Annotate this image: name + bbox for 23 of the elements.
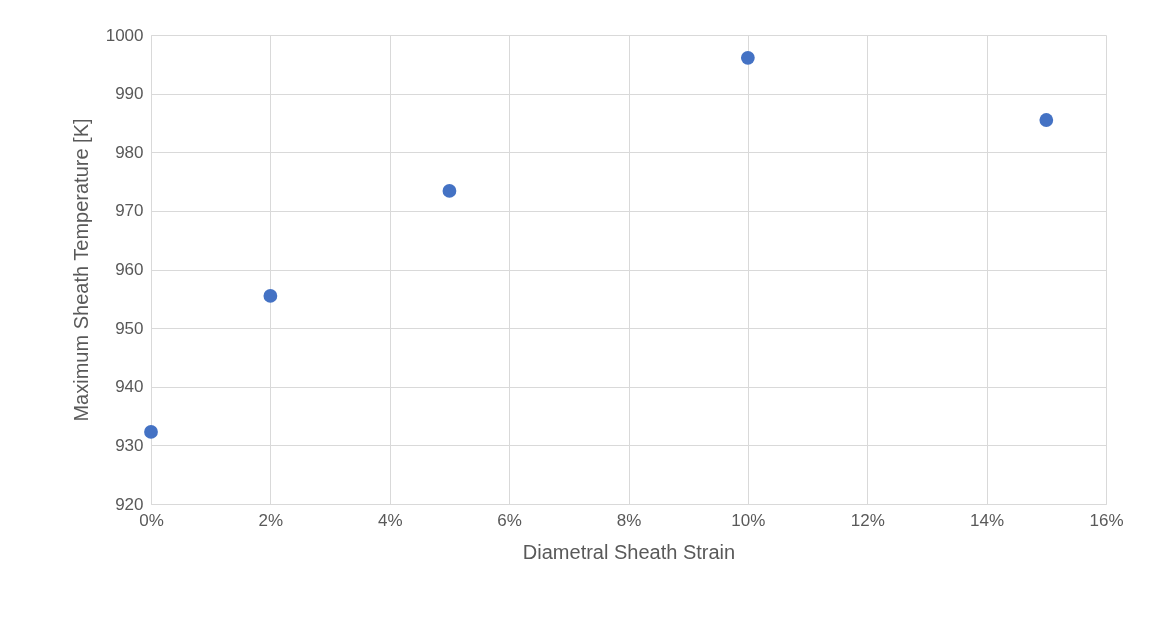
point [1039, 113, 1054, 127]
y-tick-label: 990 [115, 84, 144, 104]
x-tick-label: 14% [970, 510, 1005, 530]
y-tick-label: 980 [115, 142, 144, 162]
x-tick-label: 8% [616, 510, 642, 530]
x-tick-label: 16% [1089, 510, 1124, 530]
point [144, 425, 158, 439]
y-tick-label: 1000 [105, 25, 144, 45]
point [442, 184, 457, 198]
y-axis-title: Maximum Sheath Temperature [K] [69, 118, 92, 422]
x-tick-label: 10% [731, 510, 766, 530]
point [263, 289, 278, 303]
x-tick-label: 4% [377, 510, 403, 530]
x-tick-label: 12% [850, 510, 885, 530]
y-tick-label: 930 [115, 435, 144, 455]
y-tick-label: 950 [115, 318, 144, 338]
point [740, 50, 755, 65]
y-tick-label: 970 [115, 201, 144, 221]
x-axis-title: Diametral Sheath Strain [522, 540, 736, 563]
x-tick-label: 6% [497, 510, 522, 530]
y-tick-label: 940 [115, 377, 144, 397]
x-tick-label: 2% [258, 510, 284, 530]
y-tick-label: 960 [115, 260, 144, 279]
